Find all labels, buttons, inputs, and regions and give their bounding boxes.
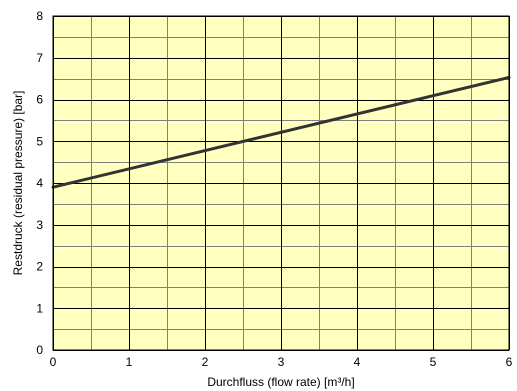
y-tick-label: 4	[36, 176, 43, 190]
y-tick-label: 0	[36, 343, 43, 357]
y-axis-title: Restdruck (residual pressure) [bar]	[11, 91, 25, 276]
y-tick-label: 1	[36, 301, 43, 315]
y-tick-label: 5	[36, 134, 43, 148]
y-axis-tick-labels: 0 1 2 3 4 5 6 7 8	[36, 9, 43, 357]
x-tick-label: 0	[50, 355, 57, 369]
y-tick-label: 3	[36, 218, 43, 232]
x-tick-label: 3	[278, 355, 285, 369]
y-tick-label: 8	[36, 9, 43, 23]
plot-border	[52, 15, 510, 351]
x-tick-label: 2	[202, 355, 209, 369]
x-tick-label: 6	[506, 355, 513, 369]
x-tick-label: 1	[126, 355, 133, 369]
x-axis-tick-labels: 0 1 2 3 4 5 6	[50, 355, 513, 369]
x-tick-label: 5	[430, 355, 437, 369]
series-layer	[51, 75, 511, 189]
y-tick-label: 7	[36, 51, 43, 65]
y-tick-label: 6	[36, 93, 43, 107]
x-tick-label: 4	[354, 355, 361, 369]
series-line-0	[51, 75, 511, 189]
x-axis-title: Durchfluss (flow rate) [m³/h]	[207, 375, 354, 389]
y-tick-label: 2	[36, 260, 43, 274]
